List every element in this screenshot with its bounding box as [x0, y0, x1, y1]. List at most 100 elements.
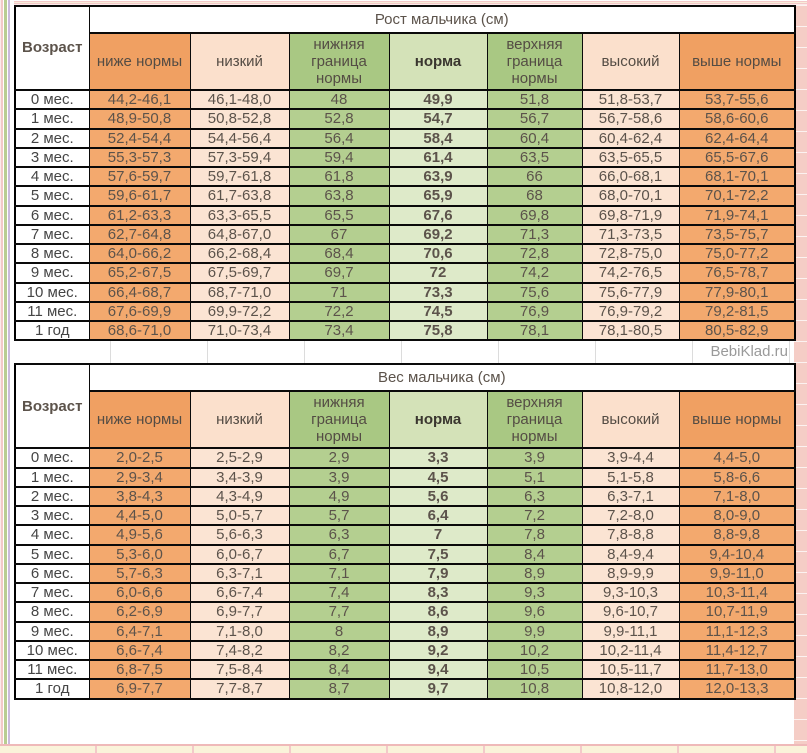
- age-column-header: Возраст: [14, 363, 90, 450]
- value-cell: 4,9: [288, 485, 390, 508]
- age-cell: 1 год: [14, 678, 90, 700]
- column-header: выше нормы: [678, 32, 796, 91]
- column-header-row: ниже нормы низкий нижняя граница нормы норм…: [15, 32, 796, 91]
- value-cell: 78,1: [486, 319, 583, 342]
- value-cell: 7,4-8,2: [189, 639, 290, 662]
- table-row: 8 мес. 6,2-6,9 6,9-7,7 7,7 8,6 9,6 9,6-10,7 10,…: [14, 601, 796, 623]
- value-cell: 10,8-12,0: [581, 678, 680, 700]
- column-header: высокий: [581, 32, 680, 91]
- value-cell: 4,5: [388, 466, 488, 488]
- value-cell: 7,8: [486, 524, 583, 546]
- value-cell: 78,1-80,5: [581, 319, 680, 342]
- value-cell: 8,9-9,9: [581, 562, 680, 585]
- value-cell: 60,4: [486, 127, 583, 149]
- value-cell: 5,7: [288, 504, 390, 527]
- value-cell: 68,0-70,1: [581, 185, 680, 207]
- value-cell: 4,4-5,0: [678, 447, 796, 469]
- value-cell: 48: [288, 88, 390, 111]
- value-cell: 71,3: [486, 223, 583, 246]
- value-cell: 69,8: [486, 204, 583, 226]
- value-cell: 61,7-63,8: [189, 185, 290, 207]
- value-cell: 7,1: [288, 562, 390, 585]
- value-cell: 74,2-76,5: [581, 262, 680, 284]
- value-cell: 6,4: [388, 504, 488, 527]
- value-cell: 9,4: [388, 658, 488, 681]
- value-cell: 2,9-3,4: [88, 466, 191, 488]
- value-cell: 62,4-64,4: [678, 127, 796, 149]
- value-cell: 6,4-7,1: [88, 620, 191, 642]
- table-row: 5 мес. 59,6-61,7 61,7-63,8 63,8 65,9 68 68,0-7…: [14, 185, 796, 207]
- height-table: Возраст Рост мальчика (см) ниже нормы низ…: [14, 5, 796, 342]
- value-cell: 9,4-10,4: [678, 543, 796, 565]
- value-cell: 10,5: [486, 658, 583, 681]
- value-cell: 9,6-10,7: [581, 601, 680, 623]
- value-cell: 9,2: [388, 639, 488, 662]
- value-cell: 7,7: [288, 601, 390, 623]
- value-cell: 74,2: [486, 262, 583, 284]
- value-cell: 67: [288, 223, 390, 246]
- weight-table: Возраст Вес мальчика (см) ниже нормы низк…: [14, 363, 797, 700]
- column-header: высокий: [581, 390, 680, 450]
- table-row: 1 мес. 48,9-50,8 50,8-52,8 52,8 54,7 56,7 56,7…: [14, 108, 796, 130]
- value-cell: 6,3: [486, 485, 583, 508]
- value-cell: 7,7-8,7: [189, 678, 290, 700]
- value-cell: 6,3-7,1: [581, 485, 680, 508]
- value-cell: 3,9: [288, 466, 390, 488]
- value-cell: 3,9: [486, 447, 583, 469]
- value-cell: 57,3-59,4: [189, 146, 290, 169]
- value-cell: 58,4: [388, 127, 488, 149]
- column-header: низкий: [189, 390, 290, 450]
- table-row: 3 мес. 55,3-57,3 57,3-59,4 59,4 61,4 63,5 63,5…: [14, 146, 796, 169]
- table-row: 4 мес. 57,6-59,7 59,7-61,8 61,8 63,9 66 66,0-6…: [14, 165, 796, 188]
- spreadsheet-top-edge: [0, 0, 807, 5]
- table-row: 11 мес. 6,8-7,5 7,5-8,4 8,4 9,4 10,5 10,5-11,7…: [14, 658, 796, 681]
- value-cell: 71,9-74,1: [678, 204, 796, 226]
- value-cell: 9,3: [486, 581, 583, 604]
- value-cell: 6,3: [288, 524, 390, 546]
- table-row: 0 мес. 44,2-46,1 46,1-48,0 48 49,9 51,8 51,8-5…: [14, 88, 796, 111]
- value-cell: 64,0-66,2: [88, 242, 191, 265]
- value-cell: 63,8: [288, 185, 390, 207]
- value-cell: 5,7-6,3: [88, 562, 191, 585]
- value-cell: 63,3-65,5: [189, 204, 290, 226]
- value-cell: 51,8: [486, 88, 583, 111]
- value-cell: 63,9: [388, 165, 488, 188]
- value-cell: 8,2: [288, 639, 390, 662]
- tables-area: Возраст Рост мальчика (см) ниже нормы низ…: [14, 5, 797, 700]
- value-cell: 6,9-7,7: [189, 601, 290, 623]
- value-cell: 66,2-68,4: [189, 242, 290, 265]
- value-cell: 3,8-4,3: [88, 485, 191, 508]
- age-cell: 2 мес.: [14, 485, 90, 508]
- value-cell: 72: [388, 262, 488, 284]
- value-cell: 44,2-46,1: [88, 88, 191, 111]
- age-cell: 5 мес.: [14, 185, 90, 207]
- table-row: 8 мес. 64,0-66,2 66,2-68,4 68,4 70,6 72,8 72,8…: [14, 242, 796, 265]
- column-header-row: ниже нормы низкий нижняя граница нормы норм…: [15, 390, 796, 450]
- value-cell: 69,8-71,9: [581, 204, 680, 226]
- weight-table-title: Вес мальчика (см): [88, 363, 796, 393]
- table-row: 1 год 68,6-71,0 71,0-73,4 73,4 75,8 78,1 78,1-…: [14, 319, 796, 342]
- value-cell: 6,7: [288, 543, 390, 565]
- age-cell: 0 мес.: [14, 88, 90, 111]
- value-cell: 67,6: [388, 204, 488, 226]
- watermark: BebiKlad.ru: [710, 343, 788, 361]
- value-cell: 10,3-11,4: [678, 581, 796, 604]
- table-row: 0 мес. 2,0-2,5 2,5-2,9 2,9 3,3 3,9 3,9-4,4 4,4-…: [14, 447, 796, 469]
- value-cell: 69,2: [388, 223, 488, 246]
- value-cell: 4,9-5,6: [88, 524, 191, 546]
- table-row: 2 мес. 3,8-4,3 4,3-4,9 4,9 5,6 6,3 6,3-7,1 7,1-…: [14, 485, 796, 508]
- age-cell: 9 мес.: [14, 620, 90, 642]
- value-cell: 6,0-6,7: [189, 543, 290, 565]
- value-cell: 5,6-6,3: [189, 524, 290, 546]
- value-cell: 58,6-60,6: [678, 108, 796, 130]
- value-cell: 6,6-7,4: [189, 581, 290, 604]
- value-cell: 7,5-8,4: [189, 658, 290, 681]
- value-cell: 11,4-12,7: [678, 639, 796, 662]
- value-cell: 9,9: [486, 620, 583, 642]
- age-cell: 1 мес.: [14, 108, 90, 130]
- value-cell: 61,4: [388, 146, 488, 169]
- value-cell: 7,9: [388, 562, 488, 585]
- value-cell: 8,6: [388, 601, 488, 623]
- table-row: 2 мес. 52,4-54,4 54,4-56,4 56,4 58,4 60,4 60,4…: [14, 127, 796, 149]
- value-cell: 6,2-6,9: [88, 601, 191, 623]
